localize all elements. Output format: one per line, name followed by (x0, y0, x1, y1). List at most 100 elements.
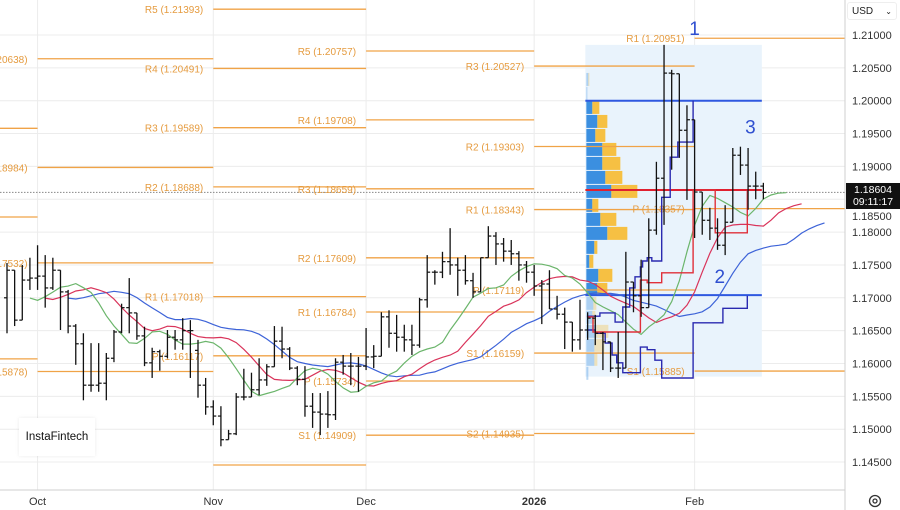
volume-bar-buy (586, 142, 603, 156)
ohlc-bar (332, 358, 339, 421)
volume-bar-buy (586, 128, 596, 142)
ohlc-bar (431, 270, 438, 285)
pivot-label: R1 (1.16784) (298, 308, 356, 319)
pivot-label: R1 (1.20951) (626, 34, 684, 45)
volume-bar-buy (586, 254, 590, 268)
step-line-upper (586, 100, 694, 323)
pivot-label: R2 (1.19303) (466, 142, 524, 153)
ohlc-bar (561, 307, 568, 350)
ohlc-bar (538, 280, 545, 325)
pivot-label: R5 (1.21393) (145, 5, 203, 16)
ohlc-bar (363, 328, 370, 371)
current-price-tag: 1.18604 09:11:17 (846, 183, 900, 209)
chevron-down-icon: ⌄ (885, 6, 892, 16)
volume-bar-sell (595, 128, 606, 142)
y-tick-label: 1.15500 (852, 391, 892, 403)
settings-gear-icon[interactable] (867, 493, 883, 509)
ohlc-bar (454, 257, 461, 296)
pivot-label: R1 (1.17018) (145, 293, 203, 304)
ohlc-bar (424, 255, 431, 308)
ohlc-bar (622, 251, 629, 369)
ohlc-bar (286, 347, 293, 371)
volume-bar-buy (586, 296, 594, 310)
ohlc-bar (722, 205, 729, 256)
ohlc-bar (615, 331, 622, 378)
y-tick-label: 1.15000 (852, 424, 892, 436)
volume-bar-buy (586, 324, 597, 338)
ohlc-bar (179, 318, 186, 350)
ohlc-bar (386, 310, 392, 348)
pivot-label: R4 (1.20491) (145, 64, 203, 75)
volume-bar-sell (594, 352, 598, 366)
y-tick-label: 1.17000 (852, 293, 892, 305)
ohlc-bar (752, 171, 759, 200)
ohlc-bar (500, 238, 507, 262)
volume-bar-sell (611, 184, 638, 198)
ohlc-bar (240, 368, 247, 401)
volume-bar-buy (586, 184, 612, 198)
ohlc-bar (485, 226, 492, 259)
ohlc-bar (34, 245, 41, 290)
volume-bar-buy (586, 338, 595, 352)
alligator-indicator (29, 192, 825, 397)
pivot-label: R4 (1.19708) (298, 116, 356, 127)
ohlc-bar (141, 326, 148, 367)
ohlc-bar (347, 352, 354, 386)
ohlc-bar (317, 393, 324, 436)
y-tick-label: 1.16500 (852, 326, 892, 338)
volume-bar-sell (607, 226, 628, 240)
pivot-label: (1.18984) (0, 163, 28, 174)
ohlc-bar (370, 345, 377, 369)
ohlc-bar (714, 218, 721, 250)
volume-bar-buy (586, 114, 598, 128)
ohlc-bar (492, 232, 499, 265)
ohlc-bar (401, 324, 408, 352)
ohlc-bar (103, 352, 110, 401)
ohlc-bar (447, 228, 454, 275)
ohlc-bar (706, 207, 713, 240)
currency-selector[interactable]: USD ⌄ (847, 2, 897, 20)
ohlc-bars (4, 44, 767, 447)
pivot-label: R3 (1.20527) (466, 62, 524, 73)
pivot-label: P (1.15734) (304, 377, 356, 388)
x-tick-label: Feb (685, 496, 704, 508)
ohlc-bar (508, 239, 515, 265)
ohlc-bar (393, 314, 400, 352)
ohlc-bar (653, 161, 660, 235)
pivot-label: R2 (1.17609) (298, 254, 356, 265)
pivot-label: R2 (1.18688) (145, 183, 203, 194)
step-line-middle (586, 189, 748, 333)
ohlc-bar (133, 312, 140, 340)
y-tick-label: 1.18500 (852, 211, 892, 223)
ohlc-bar (279, 326, 286, 359)
ohlc-bar (515, 251, 522, 281)
volume-bar-sell (592, 310, 596, 324)
volume-bar-buy (586, 86, 588, 100)
pivot-label: S1 (1.15885) (627, 367, 685, 378)
ohlc-bar (42, 255, 49, 308)
ohlc-bar (164, 329, 171, 359)
pivot-label: P (1.16117) (152, 352, 203, 363)
ohlc-bar (645, 218, 652, 309)
ohlc-bar (88, 343, 95, 392)
pivot-label: R5 (1.20757) (298, 47, 356, 58)
pivot-label: R3 (1.19589) (145, 124, 203, 135)
x-tick-label: Oct (29, 496, 46, 508)
x-tick-label: Dec (356, 496, 376, 508)
ohlc-bar (531, 264, 538, 296)
ohlc-bar (599, 331, 606, 371)
ohlc-bar (324, 391, 331, 428)
ohlc-bar (477, 257, 484, 293)
ohlc-bar (408, 324, 415, 355)
ohlc-bar (65, 289, 72, 334)
ohlc-bar (745, 148, 752, 210)
ohlc-bar (4, 262, 10, 334)
ohlc-bar (729, 148, 736, 223)
ohlc-bar (149, 347, 156, 378)
volume-bar-sell (605, 170, 623, 184)
ohlc-bar (156, 349, 163, 371)
grid (0, 0, 845, 490)
ohlc-bar (110, 329, 117, 363)
volume-bar-sell (594, 338, 605, 352)
